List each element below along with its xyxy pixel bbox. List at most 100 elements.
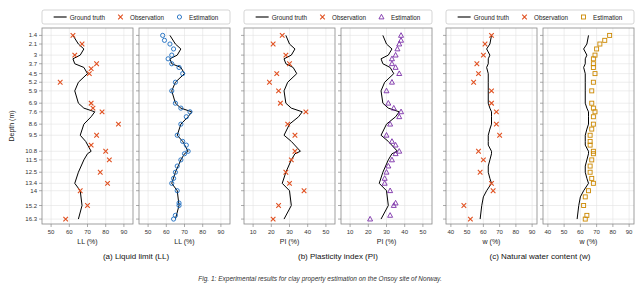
tick-mark bbox=[540, 205, 543, 206]
tick-mark bbox=[136, 55, 139, 56]
tick-mark bbox=[39, 190, 42, 191]
point bbox=[184, 143, 188, 147]
tick-mark bbox=[443, 90, 446, 91]
plot-background bbox=[139, 28, 230, 224]
data-layer bbox=[462, 33, 502, 221]
tick-mark bbox=[39, 219, 42, 220]
tick-mark bbox=[338, 124, 341, 125]
tick-mark bbox=[338, 183, 341, 184]
point bbox=[483, 42, 488, 47]
x-axis-label: w (%) bbox=[579, 238, 598, 246]
legend-label: Estimation bbox=[189, 14, 219, 21]
tick-mark bbox=[39, 82, 42, 83]
tick-mark bbox=[564, 224, 565, 227]
point bbox=[588, 170, 592, 174]
tick-mark bbox=[136, 219, 139, 220]
tick-mark bbox=[540, 55, 543, 56]
tick-mark bbox=[241, 111, 244, 112]
point bbox=[179, 106, 183, 110]
grid-line bbox=[543, 63, 634, 64]
tick-mark bbox=[39, 124, 42, 125]
point bbox=[608, 33, 612, 37]
tick-mark bbox=[443, 205, 446, 206]
tick-mark bbox=[467, 224, 468, 227]
point bbox=[103, 149, 108, 154]
grid-line bbox=[139, 82, 230, 83]
tick-mark bbox=[338, 151, 341, 152]
data-layer bbox=[58, 33, 121, 221]
grid-line bbox=[543, 159, 634, 160]
tick-label: 4.5 bbox=[29, 71, 38, 77]
tick-mark bbox=[241, 124, 244, 125]
legend-swatch bbox=[54, 16, 67, 17]
tick-mark bbox=[253, 224, 254, 227]
grid-line bbox=[139, 205, 230, 206]
legend-label: Estimation bbox=[391, 14, 421, 21]
tick-label: 30 bbox=[286, 229, 293, 235]
grid-line bbox=[42, 82, 133, 83]
grid-line bbox=[446, 63, 537, 64]
grid-line bbox=[139, 172, 230, 173]
tick-mark bbox=[540, 159, 543, 160]
point bbox=[591, 181, 595, 185]
panel: 5060708090LL (%) bbox=[136, 28, 230, 246]
tick-mark bbox=[338, 90, 341, 91]
plot-frame bbox=[446, 28, 537, 224]
tick-mark bbox=[39, 111, 42, 112]
tick-label: 90 bbox=[218, 229, 225, 235]
tick-mark bbox=[338, 205, 341, 206]
tick-mark bbox=[540, 183, 543, 184]
tick-mark bbox=[39, 103, 42, 104]
tick-mark bbox=[483, 224, 484, 227]
point bbox=[302, 188, 307, 193]
tick-mark bbox=[540, 135, 543, 136]
tick-mark bbox=[136, 111, 139, 112]
panel: 405060708090w (%) bbox=[540, 28, 634, 246]
tick-mark bbox=[443, 159, 446, 160]
tick-mark bbox=[338, 82, 341, 83]
point bbox=[280, 33, 285, 38]
grid-line bbox=[543, 55, 634, 56]
grid-line bbox=[42, 172, 133, 173]
tick-label: 13.4 bbox=[25, 180, 37, 186]
point bbox=[384, 88, 389, 93]
tick-mark bbox=[39, 73, 42, 74]
tick-mark bbox=[39, 183, 42, 184]
grid-line bbox=[341, 135, 432, 136]
point bbox=[170, 53, 174, 57]
point bbox=[582, 204, 586, 208]
legend: Ground truthObservationEstimation bbox=[244, 10, 432, 24]
tick-mark bbox=[51, 224, 52, 227]
grid-line bbox=[564, 28, 565, 224]
grid-line bbox=[148, 28, 149, 224]
point bbox=[388, 121, 393, 126]
tick-label: 50 bbox=[561, 229, 568, 235]
point bbox=[481, 53, 486, 58]
tick-mark bbox=[39, 55, 42, 56]
tick-mark bbox=[241, 135, 244, 136]
point bbox=[171, 176, 175, 180]
point bbox=[393, 142, 398, 147]
point bbox=[287, 181, 292, 186]
tick-mark bbox=[443, 135, 446, 136]
grid-line bbox=[244, 219, 335, 220]
grid-line bbox=[139, 135, 230, 136]
tick-mark bbox=[136, 159, 139, 160]
tick-mark bbox=[540, 172, 543, 173]
ground-truth-line bbox=[170, 35, 192, 219]
point bbox=[494, 122, 499, 127]
grid-line bbox=[543, 90, 634, 91]
tick-mark bbox=[241, 219, 244, 220]
tick-label: 90 bbox=[121, 229, 128, 235]
grid-line bbox=[612, 28, 613, 224]
grid-line bbox=[220, 28, 221, 224]
tick-mark bbox=[540, 73, 543, 74]
tick-mark bbox=[540, 111, 543, 112]
data-layer bbox=[368, 33, 404, 221]
point bbox=[399, 109, 404, 114]
tick-label: 40 bbox=[304, 229, 311, 235]
grid-line bbox=[580, 28, 581, 224]
tick-mark bbox=[540, 151, 543, 152]
grid-line bbox=[446, 172, 537, 173]
tick-label: 3.7 bbox=[29, 61, 38, 67]
